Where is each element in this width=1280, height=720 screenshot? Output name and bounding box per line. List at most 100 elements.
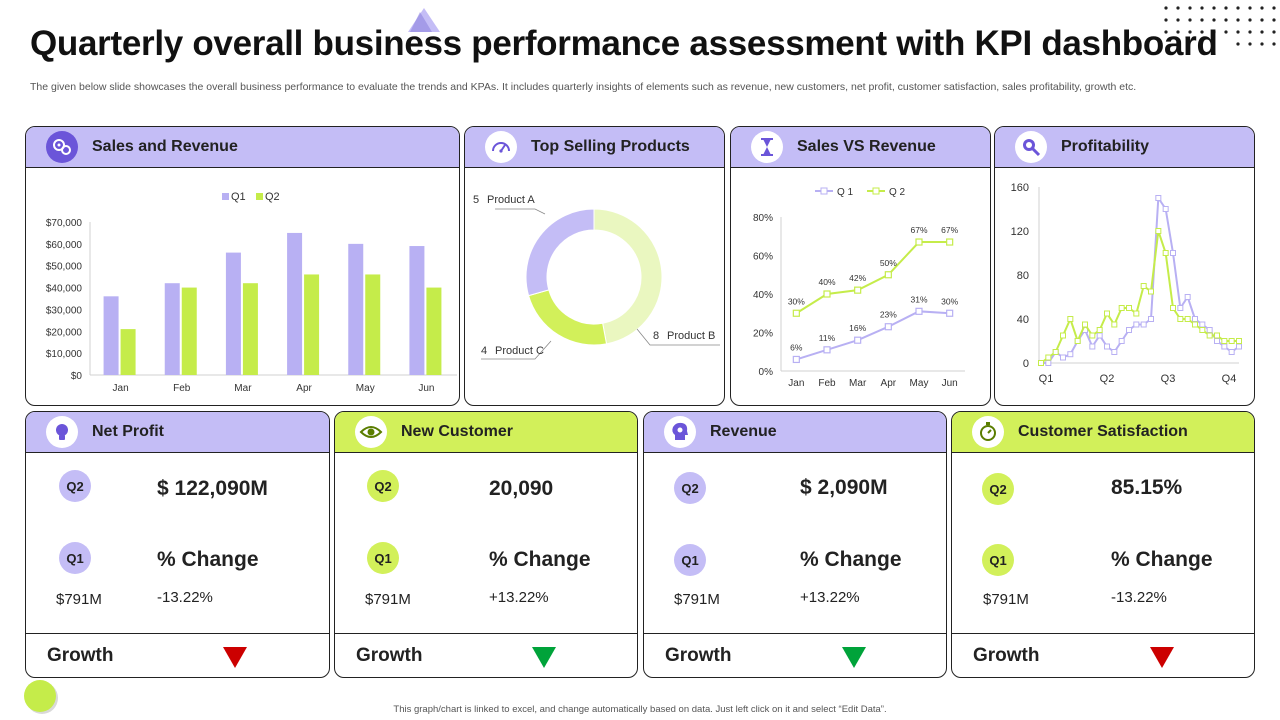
x-tick-label: Mar <box>234 383 252 394</box>
legend-label: Q 1 <box>837 187 854 198</box>
leader-line <box>636 328 720 346</box>
pct-change: +13.22% <box>800 589 860 606</box>
y-tick-label: 80 <box>1017 270 1029 282</box>
data-point <box>1192 321 1198 328</box>
growth-row: Growth <box>335 633 637 677</box>
profitability-chart[interactable]: 0 40 80 120 160 Q1 Q2 Q3 Q4 <box>995 169 1255 405</box>
y-tick-label: 40 <box>1017 314 1029 326</box>
x-tick-label: Jun <box>942 378 958 389</box>
bar-q1-may <box>348 243 364 375</box>
kpi-title: Revenue <box>710 423 777 440</box>
slice-name-label: Product C <box>495 345 544 357</box>
decor-dot <box>1224 18 1228 22</box>
bar-q1-jun <box>409 246 425 375</box>
data-point <box>1089 343 1096 350</box>
data-point <box>1118 338 1125 344</box>
data-point <box>1038 360 1044 366</box>
pct-change: -13.22% <box>157 589 213 606</box>
bar-q2-jun <box>426 287 442 375</box>
decor-dot <box>1188 18 1192 22</box>
decor-dot <box>1164 30 1168 34</box>
decor-dot <box>1272 30 1276 34</box>
growth-row: Growth <box>952 633 1254 677</box>
decor-dot <box>1176 30 1180 34</box>
page-subtitle: The given below slide showcases the over… <box>30 81 1137 93</box>
data-label: 67% <box>941 225 958 235</box>
data-label: 16% <box>849 323 866 333</box>
kpi-card-revenue: Revenue Q2 $ 2,090M Q1 % Change $791M +1… <box>643 411 947 678</box>
decor-dot <box>1212 18 1216 22</box>
q1-value: $791M <box>56 591 102 608</box>
kpi-body: Q2 $ 122,090M Q1 % Change $791M -13.22% <box>26 453 329 631</box>
decor-dot <box>1272 18 1276 22</box>
kpi-body: Q2 85.15% Q1 % Change $791M -13.22% <box>952 453 1254 631</box>
triangle-decoration <box>408 8 440 32</box>
decor-dot <box>1188 30 1192 34</box>
sales-revenue-chart[interactable]: $0 $10,000 $20,000 $30,000 $40,000 $50,000 $60… <box>26 169 460 405</box>
slice-value-label: 4 <box>481 345 487 357</box>
leader-line <box>495 208 546 215</box>
donut-slice-product-a <box>525 208 595 297</box>
data-label: 11% <box>819 333 836 343</box>
sales-vs-revenue-chart[interactable]: 0% 20% 40% 60% 80% Jan Feb Mar Apr May Jun 6% 11% 16%… <box>731 169 991 405</box>
kpi-header: Net Profit <box>26 412 329 453</box>
kpi-title: New Customer <box>401 423 514 440</box>
kpi-body: Q2 $ 2,090M Q1 % Change $791M +13.22% <box>644 453 946 631</box>
decor-dot <box>1212 6 1216 10</box>
data-point <box>1067 316 1074 322</box>
sales-vs-revenue-header: Sales VS Revenue <box>731 127 990 168</box>
change-label: % Change <box>1111 548 1213 571</box>
data-label: 31% <box>910 294 927 304</box>
sales-revenue-title: Sales and Revenue <box>92 138 238 155</box>
decor-dot <box>1236 6 1240 10</box>
sales-vs-revenue-panel: Sales VS Revenue 0% 20% 40% 60% 80% Jan Feb Mar… <box>730 126 991 406</box>
profit-series-line-1 <box>1041 194 1240 364</box>
data-point <box>1104 310 1110 317</box>
top-selling-panel: Top Selling Products 5 Product A 8 Product … <box>464 126 725 406</box>
bar-q1-feb <box>164 283 180 375</box>
data-label: 42% <box>849 273 866 283</box>
data-point <box>1206 327 1213 333</box>
bar-q2-may <box>365 274 381 375</box>
kpi-title: Net Profit <box>92 423 164 440</box>
data-point <box>854 336 862 344</box>
y-tick-label: $10,000 <box>46 349 83 360</box>
x-tick-label: Jan <box>113 383 129 394</box>
profitability-title: Profitability <box>1061 138 1150 155</box>
decor-dot <box>1200 6 1204 10</box>
decor-dot <box>1236 18 1240 22</box>
y-tick-label: 40% <box>753 290 773 301</box>
decor-dot <box>1260 42 1264 46</box>
lightbulb-icon <box>46 416 78 448</box>
x-tick-label: Feb <box>818 378 836 389</box>
legend-swatch <box>222 193 229 200</box>
q1-badge: Q1 <box>982 544 1014 576</box>
growth-label: Growth <box>665 645 732 666</box>
data-point <box>1133 310 1140 317</box>
kpi-card-new-customer: New Customer Q2 20,090 Q1 % Change $791M… <box>334 411 638 678</box>
legend-swatch <box>256 193 263 200</box>
chart-gears-icon <box>46 131 78 163</box>
series-line-1 <box>796 310 950 361</box>
data-point <box>1060 354 1066 361</box>
data-label: 23% <box>880 310 897 320</box>
kpi-header: New Customer <box>335 412 637 453</box>
stopwatch-icon <box>972 416 1004 448</box>
x-tick-label: May <box>356 383 375 394</box>
data-point <box>1155 228 1162 234</box>
q2-badge: Q2 <box>367 470 399 502</box>
data-point <box>1228 338 1235 344</box>
down-arrow-icon <box>532 647 556 668</box>
data-point <box>823 346 831 354</box>
kpi-card-net-profit: Net Profit Q2 $ 122,090M Q1 % Change $79… <box>25 411 330 678</box>
top-selling-chart[interactable]: 5 Product A 8 Product B 4 Product C <box>465 169 725 405</box>
change-label: % Change <box>800 548 902 571</box>
y-tick-label: $40,000 <box>46 284 83 295</box>
data-point <box>1082 321 1088 328</box>
data-point <box>1074 338 1081 344</box>
q1-value: $791M <box>365 591 411 608</box>
q1-badge: Q1 <box>367 542 399 574</box>
data-point <box>1170 305 1176 311</box>
data-point <box>1199 321 1206 328</box>
data-point <box>1228 349 1235 355</box>
